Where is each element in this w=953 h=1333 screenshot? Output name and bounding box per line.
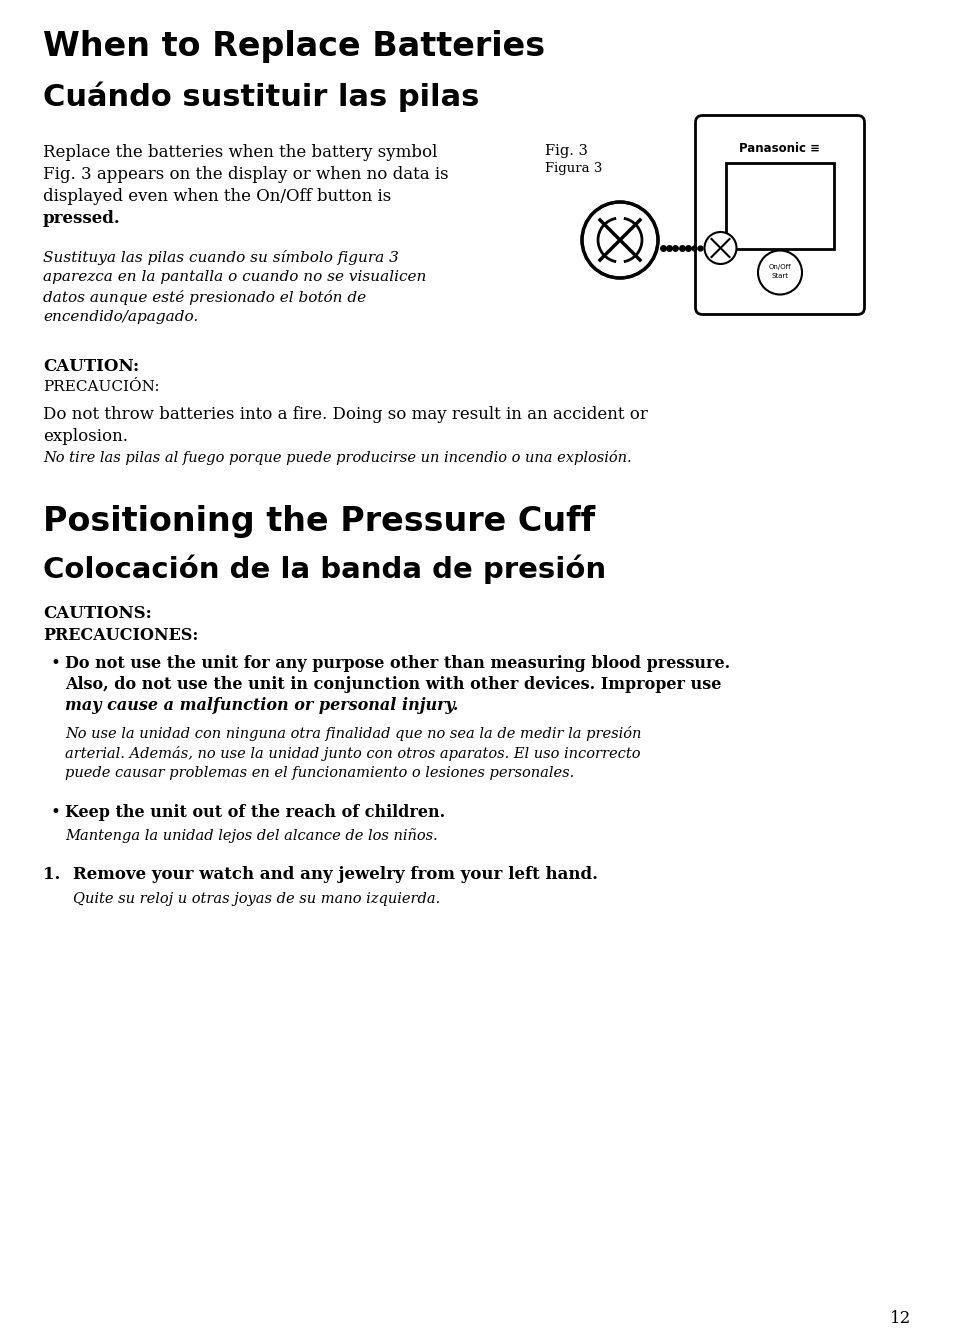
Text: pressed.: pressed. <box>43 211 121 227</box>
Text: PRECAUCIONES:: PRECAUCIONES: <box>43 627 198 644</box>
Text: explosion.: explosion. <box>43 428 128 445</box>
Text: No tire las pilas al fuego porque puede producirse un incendio o una explosión.: No tire las pilas al fuego porque puede … <box>43 451 631 465</box>
Text: No use la unidad con ninguna otra finalidad que no sea la de medir la presión: No use la unidad con ninguna otra finali… <box>65 726 640 741</box>
Circle shape <box>758 251 801 295</box>
FancyBboxPatch shape <box>725 163 833 248</box>
Text: Remove your watch and any jewelry from your left hand.: Remove your watch and any jewelry from y… <box>73 866 598 882</box>
Text: Also, do not use the unit in conjunction with other devices. Improper use: Also, do not use the unit in conjunction… <box>65 676 720 693</box>
Text: CAUTIONS:: CAUTIONS: <box>43 605 152 623</box>
Text: aparezca en la pantalla o cuando no se visualicen: aparezca en la pantalla o cuando no se v… <box>43 271 426 284</box>
Text: •: • <box>51 804 61 821</box>
Text: Cuándo sustituir las pilas: Cuándo sustituir las pilas <box>43 83 478 112</box>
Text: may cause a malfunction or personal injury.: may cause a malfunction or personal inju… <box>65 697 458 714</box>
Text: Replace the batteries when the battery symbol: Replace the batteries when the battery s… <box>43 144 436 161</box>
Text: Positioning the Pressure Cuff: Positioning the Pressure Cuff <box>43 505 595 539</box>
Text: Colocación de la banda de presión: Colocación de la banda de presión <box>43 555 605 584</box>
Circle shape <box>703 232 736 264</box>
Text: PRECAUCIÓN:: PRECAUCIÓN: <box>43 380 159 395</box>
Text: arterial. Además, no use la unidad junto con otros aparatos. El uso incorrecto: arterial. Además, no use la unidad junto… <box>65 746 639 761</box>
Text: When to Replace Batteries: When to Replace Batteries <box>43 31 544 63</box>
Text: Figura 3: Figura 3 <box>544 163 601 175</box>
Text: Sustituya las pilas cuando su símbolo figura 3: Sustituya las pilas cuando su símbolo fi… <box>43 251 398 265</box>
Text: 12: 12 <box>889 1310 910 1326</box>
Text: encendido/apagado.: encendido/apagado. <box>43 311 198 324</box>
Text: Do not use the unit for any purpose other than measuring blood pressure.: Do not use the unit for any purpose othe… <box>65 655 729 672</box>
Text: Mantenga la unidad lejos del alcance de los niños.: Mantenga la unidad lejos del alcance de … <box>65 828 437 842</box>
Text: Quite su reloj u otras joyas de su mano izquierda.: Quite su reloj u otras joyas de su mano … <box>73 892 439 906</box>
Text: Fig. 3 appears on the display or when no data is: Fig. 3 appears on the display or when no… <box>43 167 448 183</box>
Text: Do not throw batteries into a fire. Doing so may result in an accident or: Do not throw batteries into a fire. Doin… <box>43 407 647 423</box>
Text: displayed even when the On/Off button is: displayed even when the On/Off button is <box>43 188 391 205</box>
Circle shape <box>581 203 658 279</box>
Text: datos aunque esté presionado el botón de: datos aunque esté presionado el botón de <box>43 291 366 305</box>
Text: Fig. 3: Fig. 3 <box>544 144 587 159</box>
Text: •: • <box>51 655 61 672</box>
Text: On/Off: On/Off <box>768 264 790 269</box>
Text: Keep the unit out of the reach of children.: Keep the unit out of the reach of childr… <box>65 804 445 821</box>
Text: CAUTION:: CAUTION: <box>43 359 139 375</box>
Text: puede causar problemas en el funcionamiento o lesiones personales.: puede causar problemas en el funcionamie… <box>65 766 574 780</box>
Text: Start: Start <box>771 273 788 280</box>
FancyBboxPatch shape <box>695 116 863 315</box>
Text: Panasonic ≡: Panasonic ≡ <box>739 143 820 156</box>
Text: 1.: 1. <box>43 866 60 882</box>
